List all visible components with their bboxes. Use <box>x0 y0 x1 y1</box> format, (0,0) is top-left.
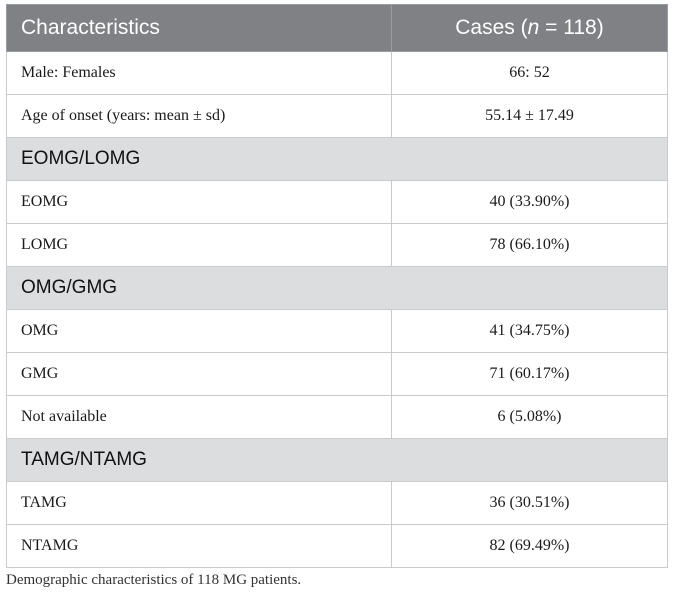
row-value: 82 (69.49%) <box>391 524 668 568</box>
demographics-table-container: Characteristics Cases (n = 118) Male: Fe… <box>6 4 668 568</box>
row-label: OMG <box>6 309 392 353</box>
table-caption: Demographic characteristics of 118 MG pa… <box>6 572 302 588</box>
table-row: Age of onset (years: mean ± sd) 55.14 ± … <box>6 94 668 138</box>
section-label: TAMG/NTAMG <box>6 438 668 482</box>
header-cases: Cases (n = 118) <box>391 4 668 52</box>
table-row: TAMG 36 (30.51%) <box>6 481 668 525</box>
row-value: 71 (60.17%) <box>391 352 668 396</box>
header-cases-n: n <box>527 16 540 39</box>
row-label: Age of onset (years: mean ± sd) <box>6 94 392 138</box>
demographics-table: Characteristics Cases (n = 118) Male: Fe… <box>6 4 668 568</box>
row-value: 6 (5.08%) <box>391 395 668 439</box>
table-row: Male: Females 66: 52 <box>6 51 668 95</box>
section-label: OMG/GMG <box>6 266 668 310</box>
row-value: 78 (66.10%) <box>391 223 668 267</box>
row-value: 36 (30.51%) <box>391 481 668 525</box>
row-label: Not available <box>6 395 392 439</box>
table-row: Not available 6 (5.08%) <box>6 395 668 439</box>
section-row: OMG/GMG <box>6 266 668 310</box>
table-row: OMG 41 (34.75%) <box>6 309 668 353</box>
row-label: Male: Females <box>6 51 392 95</box>
row-label: GMG <box>6 352 392 396</box>
table-row: EOMG 40 (33.90%) <box>6 180 668 224</box>
row-value: 41 (34.75%) <box>391 309 668 353</box>
section-label: EOMG/LOMG <box>6 137 668 181</box>
header-cases-prefix: Cases ( <box>455 16 528 39</box>
row-label: EOMG <box>6 180 392 224</box>
row-value: 40 (33.90%) <box>391 180 668 224</box>
table-row: NTAMG 82 (69.49%) <box>6 524 668 568</box>
table-row: LOMG 78 (66.10%) <box>6 223 668 267</box>
section-row: EOMG/LOMG <box>6 137 668 181</box>
header-row: Characteristics Cases (n = 118) <box>6 4 668 52</box>
section-row: TAMG/NTAMG <box>6 438 668 482</box>
row-value: 66: 52 <box>391 51 668 95</box>
row-value: 55.14 ± 17.49 <box>391 94 668 138</box>
row-label: NTAMG <box>6 524 392 568</box>
table-row: GMG 71 (60.17%) <box>6 352 668 396</box>
header-characteristics: Characteristics <box>6 4 392 52</box>
row-label: LOMG <box>6 223 392 267</box>
table-body: Male: Females 66: 52 Age of onset (years… <box>6 51 668 568</box>
table-header: Characteristics Cases (n = 118) <box>6 4 668 52</box>
header-cases-suffix: = 118) <box>539 16 604 39</box>
row-label: TAMG <box>6 481 392 525</box>
